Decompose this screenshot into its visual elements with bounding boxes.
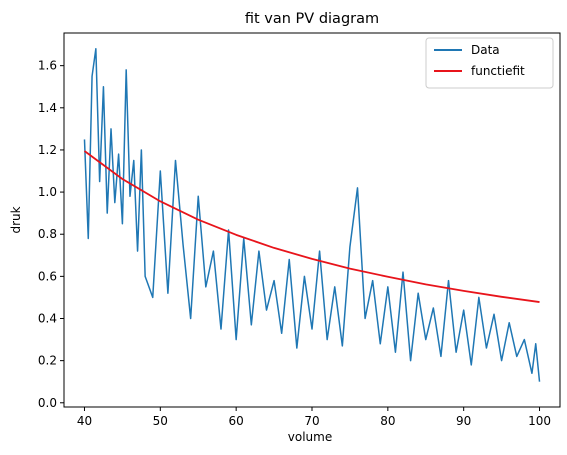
y-axis-title: druk (9, 206, 23, 233)
y-tick-label: 0.6 (38, 269, 57, 283)
y-tick-label: 1.0 (38, 185, 57, 199)
y-tick-label: 1.6 (38, 59, 57, 73)
x-tick-label: 40 (77, 414, 92, 428)
x-tick-label: 70 (304, 414, 319, 428)
y-axis: 0.0 0.2 0.4 0.6 0.8 1.0 1.2 1.4 1.6 (38, 59, 64, 410)
y-tick-label: 0.0 (38, 396, 57, 410)
chart-title: fit van PV diagram (245, 11, 379, 27)
x-axis: 40 50 60 70 80 90 100 (77, 407, 551, 428)
y-tick-label: 0.2 (38, 354, 57, 368)
x-tick-label: 90 (456, 414, 471, 428)
legend: Data functiefit (425, 37, 554, 89)
x-tick-label: 60 (229, 414, 244, 428)
x-tick-label: 50 (153, 414, 168, 428)
y-tick-label: 0.4 (38, 312, 57, 326)
y-tick-label: 0.8 (38, 227, 57, 241)
x-axis-title: volume (288, 430, 332, 444)
data-series-line (83, 48, 541, 382)
y-tick-label: 1.4 (38, 101, 57, 115)
legend-label-functiefit: functiefit (471, 64, 525, 78)
x-tick-label: 100 (528, 414, 551, 428)
x-tick-label: 80 (380, 414, 395, 428)
functiefit-series-line (83, 150, 540, 303)
legend-label-data: Data (471, 43, 500, 57)
y-tick-label: 1.2 (38, 143, 57, 157)
series-layer (83, 48, 541, 382)
